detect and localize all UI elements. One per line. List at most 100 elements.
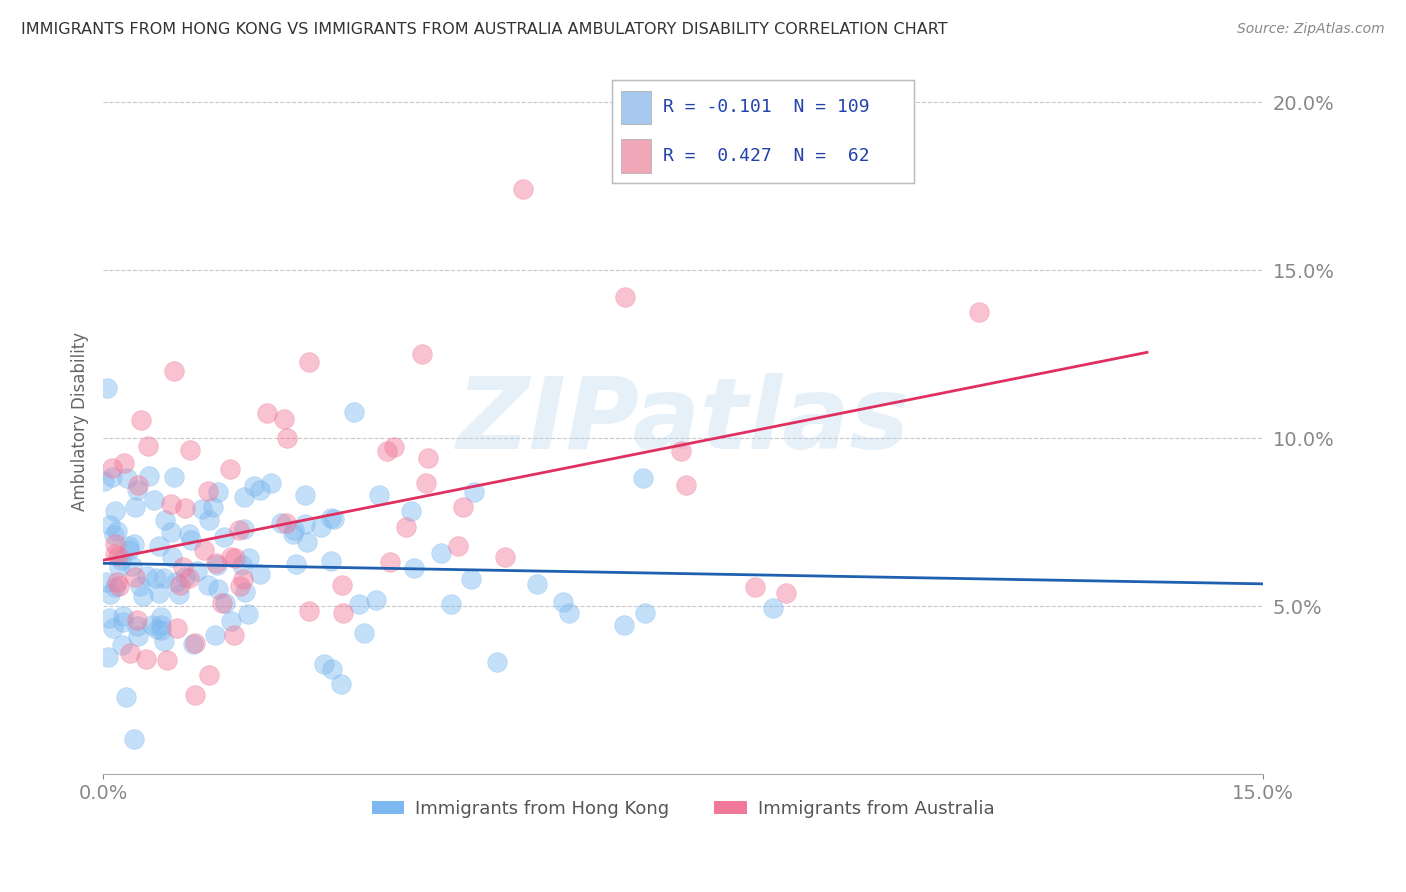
Text: R = -0.101  N = 109: R = -0.101 N = 109	[664, 98, 870, 117]
Point	[169, 578, 191, 592]
Point	[115, 471, 138, 485]
Point	[224, 551, 246, 566]
Point	[281, 526, 304, 541]
Point	[447, 539, 470, 553]
Point	[526, 576, 548, 591]
Point	[97, 610, 120, 624]
Point	[276, 431, 298, 445]
Point	[197, 484, 219, 499]
Point	[104, 504, 127, 518]
Point	[294, 517, 316, 532]
Point	[127, 629, 149, 643]
Text: Source: ZipAtlas.com: Source: ZipAtlas.com	[1237, 22, 1385, 37]
Point	[127, 478, 149, 492]
Point	[98, 518, 121, 533]
Point	[103, 528, 125, 542]
Point	[112, 456, 135, 470]
Point	[762, 601, 785, 615]
Point	[165, 575, 187, 590]
Point	[232, 572, 254, 586]
Point	[404, 560, 426, 574]
Point	[191, 501, 214, 516]
Point	[207, 582, 229, 596]
Point	[228, 523, 250, 537]
Point	[93, 474, 115, 488]
Point	[463, 485, 485, 500]
Point	[669, 444, 692, 458]
Y-axis label: Ambulatory Disability: Ambulatory Disability	[72, 332, 89, 511]
Point	[378, 555, 401, 569]
Point	[122, 731, 145, 746]
Bar	[620, 91, 651, 124]
Point	[183, 688, 205, 702]
Point	[107, 549, 129, 563]
Point	[283, 523, 305, 537]
Point	[309, 520, 332, 534]
Point	[173, 500, 195, 515]
Point	[274, 516, 297, 530]
Point	[613, 618, 636, 632]
Point	[212, 530, 235, 544]
Point	[347, 597, 370, 611]
Point	[260, 475, 283, 490]
Point	[179, 527, 201, 541]
Point	[494, 549, 516, 564]
Point	[967, 305, 990, 319]
Point	[110, 553, 132, 567]
Point	[204, 627, 226, 641]
Point	[145, 571, 167, 585]
Point	[375, 444, 398, 458]
Point	[179, 443, 201, 458]
Point	[675, 478, 697, 492]
Point	[451, 500, 474, 514]
Point	[440, 597, 463, 611]
Point	[231, 558, 253, 572]
Point	[124, 570, 146, 584]
Point	[364, 593, 387, 607]
Point	[162, 364, 184, 378]
Point	[243, 479, 266, 493]
Point	[107, 524, 129, 539]
Point	[330, 677, 353, 691]
Point	[249, 567, 271, 582]
Point	[136, 439, 159, 453]
Point	[125, 613, 148, 627]
Point	[135, 652, 157, 666]
Point	[614, 290, 637, 304]
Point	[319, 511, 342, 525]
Point	[460, 572, 482, 586]
Point	[136, 569, 159, 583]
Point	[219, 614, 242, 628]
Point	[270, 516, 292, 531]
Point	[100, 587, 122, 601]
Point	[184, 636, 207, 650]
Point	[108, 579, 131, 593]
Point	[273, 411, 295, 425]
Point	[96, 381, 118, 395]
Point	[198, 513, 221, 527]
Point	[115, 690, 138, 705]
Point	[121, 559, 143, 574]
Point	[112, 609, 135, 624]
Point	[167, 587, 190, 601]
Point	[233, 523, 256, 537]
Point	[775, 586, 797, 600]
Point	[415, 476, 437, 491]
Point	[353, 626, 375, 640]
Point	[148, 539, 170, 553]
Point	[186, 564, 208, 578]
Point	[429, 546, 451, 560]
Text: ZIPatlas: ZIPatlas	[457, 373, 910, 470]
Point	[153, 571, 176, 585]
Point	[173, 570, 195, 584]
Point	[143, 492, 166, 507]
Point	[111, 615, 134, 630]
Legend: Immigrants from Hong Kong, Immigrants from Australia: Immigrants from Hong Kong, Immigrants fr…	[364, 793, 1001, 825]
Point	[295, 534, 318, 549]
Point	[163, 470, 186, 484]
Point	[150, 624, 173, 638]
Point	[118, 646, 141, 660]
Point	[238, 550, 260, 565]
Point	[294, 488, 316, 502]
Point	[118, 542, 141, 557]
